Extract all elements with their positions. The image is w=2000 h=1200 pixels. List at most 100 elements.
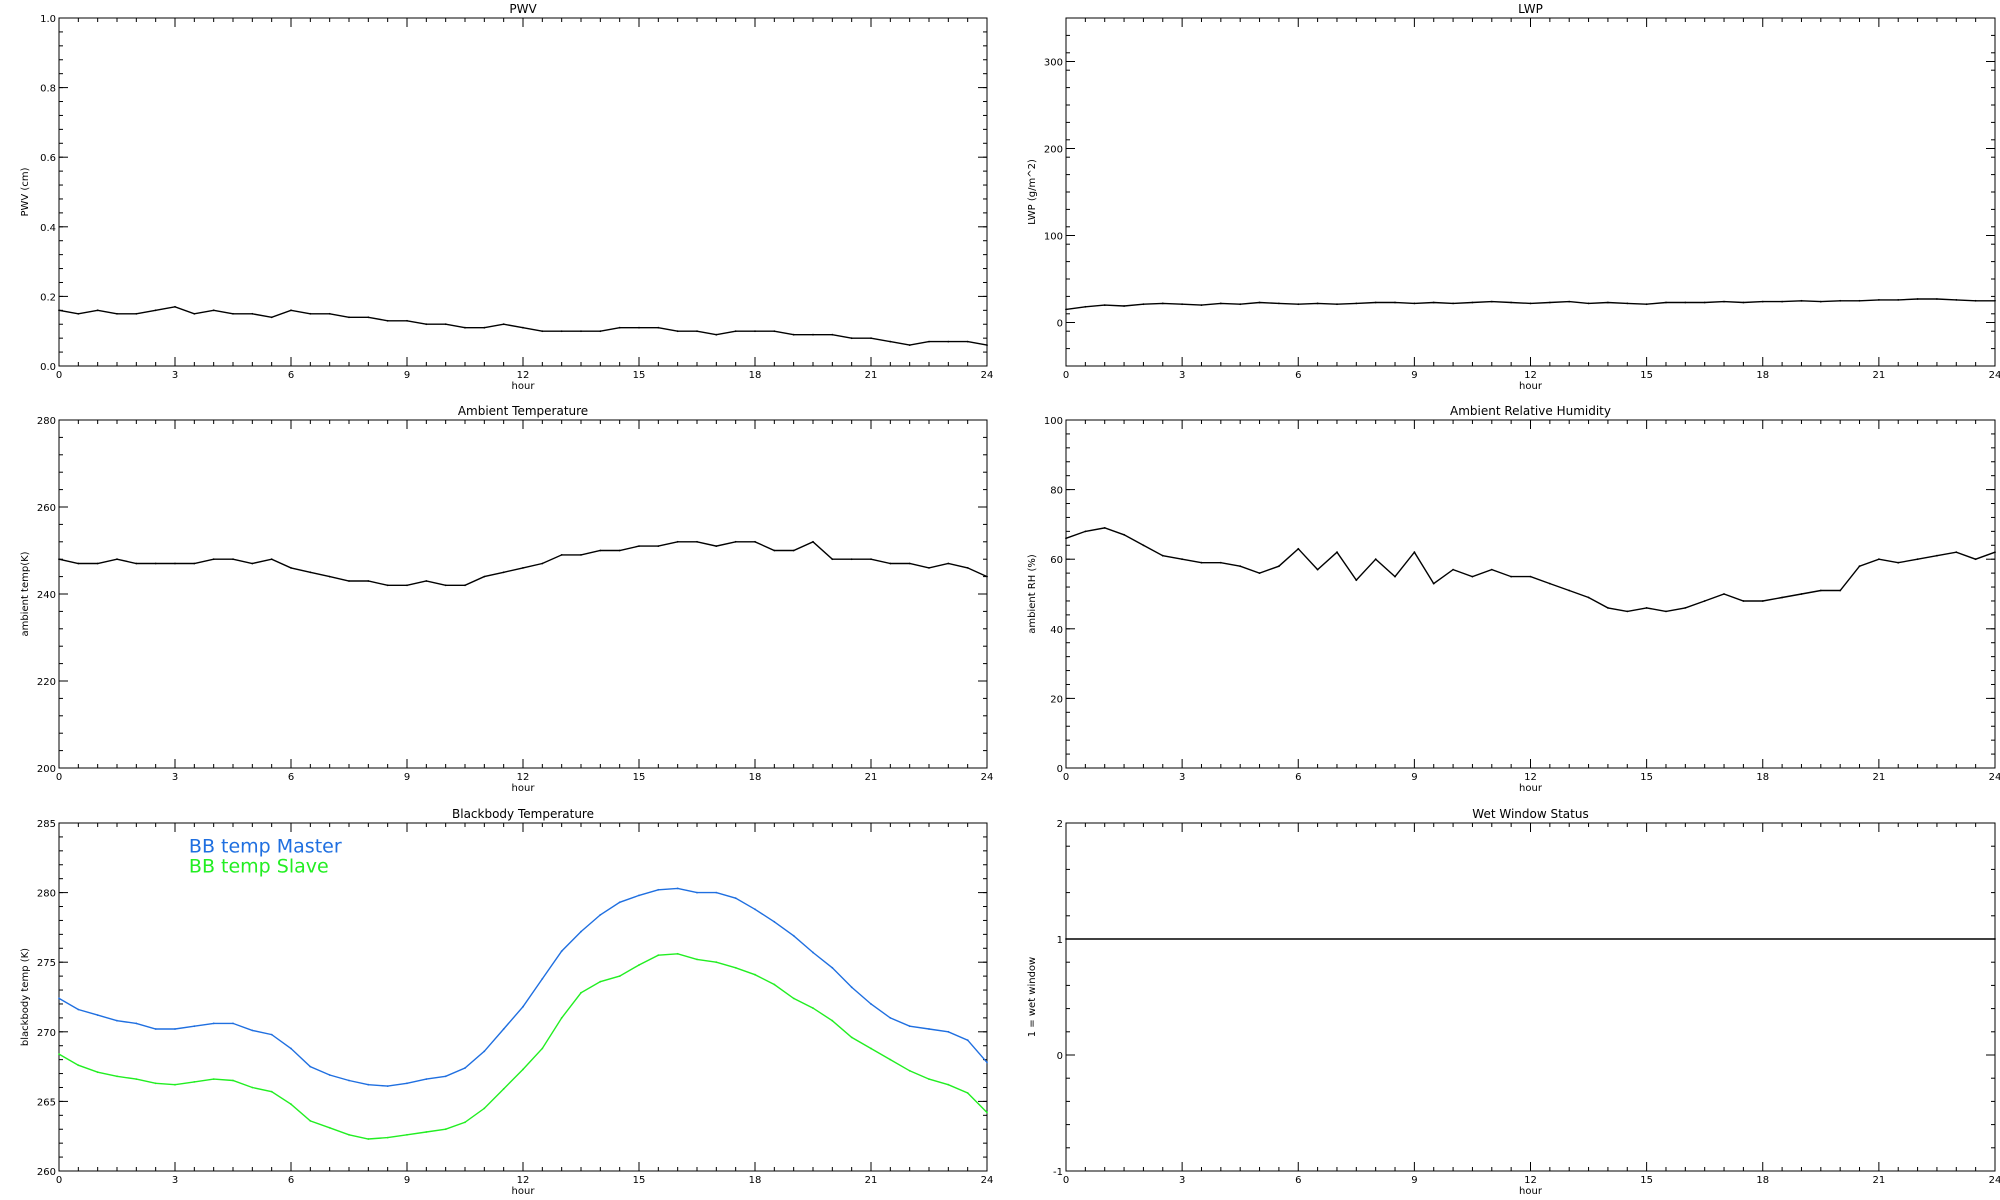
data-point: [696, 958, 698, 961]
x-tick-label: 24: [981, 370, 994, 381]
data-point: [193, 1081, 196, 1083]
data-point: [580, 330, 582, 333]
data-point: [754, 908, 756, 911]
data-point: [676, 952, 679, 955]
data-point: [541, 1047, 544, 1050]
data-point: [290, 1103, 292, 1106]
data-point: [309, 1120, 312, 1122]
x-tick-label: 15: [633, 370, 646, 381]
data-point: [966, 567, 969, 569]
y-tick-label: 1: [1057, 935, 1063, 946]
data-point: [251, 1029, 254, 1032]
data-point: [696, 540, 698, 543]
data-point: [1084, 305, 1087, 308]
data-point: [638, 326, 640, 329]
legend-entry: BB temp Master: [189, 836, 342, 858]
data-point: [580, 991, 582, 994]
x-tick-label: 15: [1640, 370, 1653, 381]
y-tick-label: 2: [1057, 819, 1063, 830]
data-point: [1684, 607, 1687, 609]
data-point: [1374, 301, 1377, 304]
data-point: [348, 1133, 350, 1136]
data-point: [425, 580, 428, 582]
data-point: [232, 1079, 234, 1082]
x-tick-label: 9: [1411, 370, 1417, 381]
x-tick-label: 15: [1640, 772, 1653, 783]
x-tick-label: 9: [1411, 1175, 1417, 1186]
x-tick-label: 0: [56, 370, 62, 381]
data-point: [908, 1025, 911, 1028]
data-point: [599, 549, 602, 552]
data-point: [831, 558, 834, 561]
y-tick-label: 300: [1044, 58, 1063, 69]
data-point: [754, 330, 756, 333]
data-point: [928, 567, 930, 569]
data-point: [251, 312, 254, 315]
data-point: [251, 1086, 254, 1089]
data-point: [715, 961, 718, 964]
data-point: [232, 312, 234, 315]
data-point: [1258, 572, 1261, 574]
data-point: [1142, 303, 1145, 306]
data-point: [174, 562, 176, 565]
data-point: [406, 1082, 408, 1085]
data-point: [850, 558, 853, 561]
data-point: [232, 558, 234, 561]
data-point: [1645, 303, 1648, 306]
x-tick-label: 15: [1640, 1175, 1653, 1186]
data-point: [309, 312, 312, 315]
data-point: [425, 1078, 428, 1080]
data-point: [1819, 589, 1822, 592]
data-point: [290, 1047, 292, 1050]
data-point: [889, 340, 892, 343]
data-point: [908, 562, 911, 565]
data-point: [1936, 554, 1938, 557]
data-point: [116, 558, 118, 561]
y-tick-label: 100: [1044, 416, 1063, 427]
x-tick-label: 3: [1179, 1175, 1185, 1186]
data-point: [1471, 301, 1474, 304]
data-point: [1781, 596, 1783, 599]
y-axis-label: 1 = wet window: [1027, 957, 1038, 1037]
data-point: [1994, 551, 1996, 554]
x-tick-label: 12: [517, 370, 530, 381]
data-point: [1490, 300, 1493, 303]
y-tick-label: -1: [1053, 1167, 1063, 1178]
plot-frame: [1065, 419, 1996, 769]
y-tick-label: 80: [1050, 486, 1063, 497]
x-tick-label: 6: [288, 772, 294, 783]
panel-ambient_temp: Ambient Temperature 0 3 6 9 12 15 18 21 24 hour 200…: [20, 404, 993, 794]
data-point: [386, 1136, 389, 1139]
data-point: [1936, 298, 1938, 300]
data-point: [676, 887, 679, 890]
data-point: [212, 309, 215, 312]
data-point: [309, 571, 312, 574]
data-point: [1336, 303, 1338, 306]
data-point: [986, 575, 988, 578]
data-point: [1452, 302, 1454, 305]
data-point: [348, 316, 350, 319]
data-point: [618, 549, 621, 552]
x-tick-label: 21: [1873, 772, 1886, 783]
y-tick-label: 0: [1057, 1051, 1063, 1062]
panel-title: Ambient Temperature: [458, 404, 588, 418]
data-point: [1374, 558, 1377, 561]
data-point: [715, 333, 718, 336]
data-point: [908, 1069, 911, 1072]
data-point: [812, 951, 814, 954]
panel-title: Blackbody Temperature: [452, 807, 594, 821]
data-point: [773, 330, 776, 333]
data-point: [1355, 579, 1358, 581]
plot-frame: [1065, 822, 1996, 1172]
data-point: [1916, 298, 1919, 300]
x-axis-label: hour: [1519, 783, 1543, 794]
x-tick-label: 15: [633, 1175, 646, 1186]
x-tick-label: 9: [404, 1175, 410, 1186]
data-point: [58, 1053, 60, 1055]
data-point: [754, 540, 756, 543]
data-point: [850, 1036, 853, 1039]
data-point: [1645, 607, 1648, 609]
data-point: [734, 897, 737, 900]
data-point: [406, 1133, 408, 1136]
panel-title: LWP: [1518, 2, 1543, 16]
